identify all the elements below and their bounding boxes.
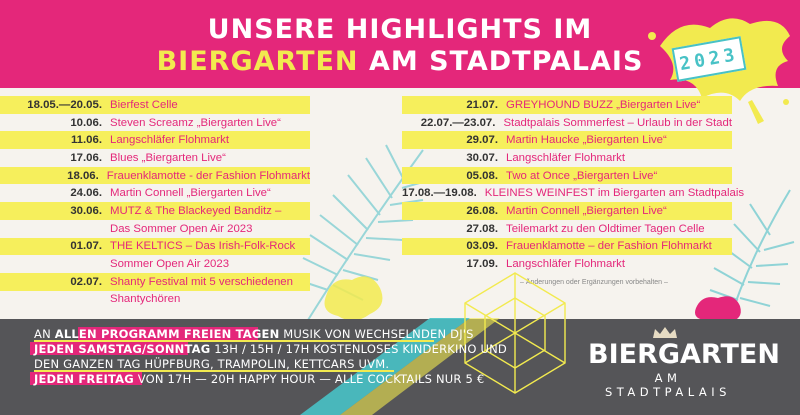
footer-line-3: DEN GANZEN TAG HÜPFBURG, TRAMPOLIN, KETT… bbox=[34, 357, 390, 371]
title-line-1: UNSERE HIGHLIGHTS IM bbox=[207, 14, 593, 45]
footer-line-2: JEDEN SAMSTAG/SONNTAG 13H / 15H / 17H KO… bbox=[34, 342, 507, 356]
logo-am-stadtpalais: AM STADTPALAIS bbox=[605, 371, 731, 399]
palm-leaf-right-icon bbox=[709, 189, 795, 326]
underline-bar bbox=[34, 370, 394, 372]
title-line-2: BIERGARTEN AM STADTPALAIS bbox=[0, 46, 800, 77]
palm-leaf-icon bbox=[297, 144, 431, 321]
list-item: 17.08.—19.08. KLEINES WEINFEST im Biergar… bbox=[402, 187, 745, 200]
footer-line-4: JEDEN FREITAG VON 17H — 20H HAPPY HOUR —… bbox=[34, 372, 485, 386]
highlight-bar bbox=[78, 327, 258, 340]
logo-biergarten: BIERGARTEN bbox=[588, 339, 780, 370]
title-highlight: BIERGARTEN bbox=[156, 46, 359, 77]
list-item: 17.09. Langschläfer Flohmarkt bbox=[466, 258, 626, 271]
highlight-bar bbox=[30, 372, 142, 385]
crown-icon bbox=[653, 327, 677, 338]
list-item: Das Sommer Open Air 2023 bbox=[110, 222, 253, 235]
list-item: 22.07.—23.07. Stadtpalais Sommerfest – Ur… bbox=[420, 116, 732, 129]
geometric-globe-icon bbox=[464, 272, 566, 394]
list-item: 11.06. Langschläfer Flohmarkt bbox=[0, 131, 310, 150]
list-item: 24.06. Martin Connell „Biergarten Live“ bbox=[70, 187, 271, 200]
list-item: 30.06. MUTZ & The Blackeyed Banditz – bbox=[0, 202, 310, 220]
underline-bar bbox=[34, 340, 434, 342]
list-item: 26.08. Martin Connell „Biergarten Live“ bbox=[402, 202, 732, 220]
list-item: 29.07. Martin Haucke „Biergarten Live“ bbox=[402, 131, 732, 150]
list-item: 30.07. Langschläfer Flohmarkt bbox=[466, 151, 626, 164]
diagonal-stripes-icon bbox=[300, 318, 500, 415]
highlight-bar bbox=[30, 342, 188, 355]
list-item: 10.06. Steven Screamz „Biergarten Live“ bbox=[70, 116, 281, 129]
event-list-right: 21.07. GREYHOUND BUZZ „Biergarten Live“ 2… bbox=[402, 96, 745, 273]
list-item: 18.05.—20.05. Bierfest Celle bbox=[0, 96, 310, 114]
list-item: Sommer Open Air 2023 bbox=[110, 258, 230, 271]
list-item: 05.08. Two at Once „Biergarten Live“ bbox=[402, 166, 732, 185]
event-list-left: 18.05.—20.05. Bierfest Celle 10.06. Steven… bbox=[0, 96, 310, 308]
list-item: 21.07. GREYHOUND BUZZ „Biergarten Live“ bbox=[402, 96, 732, 114]
list-item: 17.06. Blues „Biergarten Live“ bbox=[70, 151, 226, 164]
list-item: 01.07. THE KELTICS – Das Irish-Folk-Rock bbox=[0, 237, 310, 256]
footer-line-1: AN ALLEN PROGRAMM FREIEN TAGEN MUSIK VON… bbox=[34, 327, 474, 341]
yellow-blob-icon bbox=[324, 276, 383, 321]
list-item: 27.08. Teilemarkt zu den Oldtimer Tagen C… bbox=[466, 222, 705, 235]
list-item: 02.07. Shanty Festival mit 5 verschiedene… bbox=[0, 272, 310, 291]
disclaimer-note: – Änderungen oder Ergänzungen vorbehalte… bbox=[520, 279, 668, 286]
list-item: Shantychören bbox=[110, 293, 181, 306]
list-item: 03.09. Frauenklamotte – der Fashion Flohm… bbox=[402, 237, 732, 256]
title-rest: AM STADTPALAIS bbox=[368, 46, 644, 77]
pink-splash-icon bbox=[695, 296, 741, 325]
list-item: 18.06. Frauenklamotte - der Fashion Flohm… bbox=[0, 166, 310, 185]
